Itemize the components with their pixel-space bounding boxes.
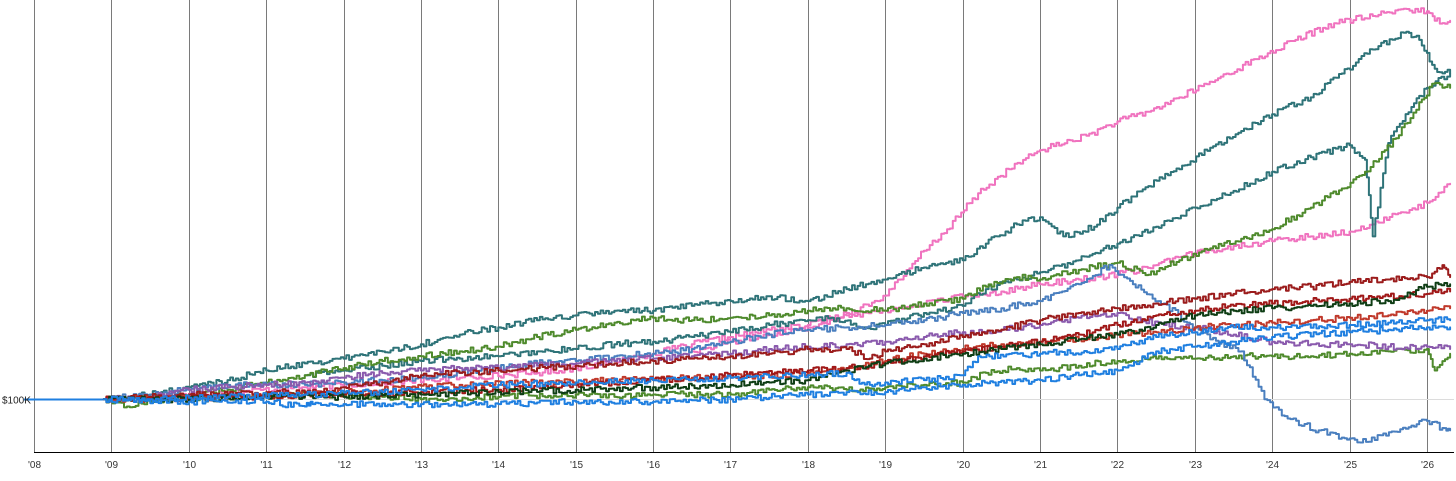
x-tick-label-2019: '19	[879, 460, 892, 471]
y-tick-label-baseline: $100K	[2, 396, 31, 407]
x-tick-label-2009: '09	[105, 460, 118, 471]
x-tick-label-2026: '26	[1421, 460, 1434, 471]
x-tick-label-2020: '20	[957, 460, 970, 471]
x-tick-label-2014: '14	[492, 460, 505, 471]
x-tick-label-2025: '25	[1344, 460, 1357, 471]
grid-layer	[34, 0, 1454, 452]
x-tick-label-2023: '23	[1189, 460, 1202, 471]
x-tick-label-2022: '22	[1111, 460, 1124, 471]
series-line-12	[102, 281, 1452, 404]
x-tick-label-2017: '17	[724, 460, 737, 471]
series-line-5	[102, 82, 1452, 409]
x-tick-label-2013: '13	[415, 460, 428, 471]
axis-layer: '08 '09 '10 '11 '12 '13 '14 '15 '16 '17 '18 '19 '20 '…	[2, 396, 1454, 471]
x-tick-label-2021: '21	[1034, 460, 1047, 471]
series-line-3	[102, 30, 1452, 401]
x-tick-label-2016: '16	[647, 460, 660, 471]
series-line-1	[102, 7, 1452, 402]
series-line-13	[102, 316, 1452, 404]
x-tick-label-2015: '15	[570, 460, 583, 471]
x-tick-label-2012: '12	[338, 460, 351, 471]
x-tick-label-2008: '08	[28, 460, 41, 471]
series-line-4	[303, 72, 1452, 378]
series-line-14	[102, 324, 1452, 409]
x-tick-label-2011: '11	[260, 460, 273, 471]
x-tick-label-2010: '10	[183, 460, 196, 471]
series-layer	[24, 7, 1452, 444]
x-tick-label-2018: '18	[802, 460, 815, 471]
x-tick-label-2024: '24	[1266, 460, 1279, 471]
